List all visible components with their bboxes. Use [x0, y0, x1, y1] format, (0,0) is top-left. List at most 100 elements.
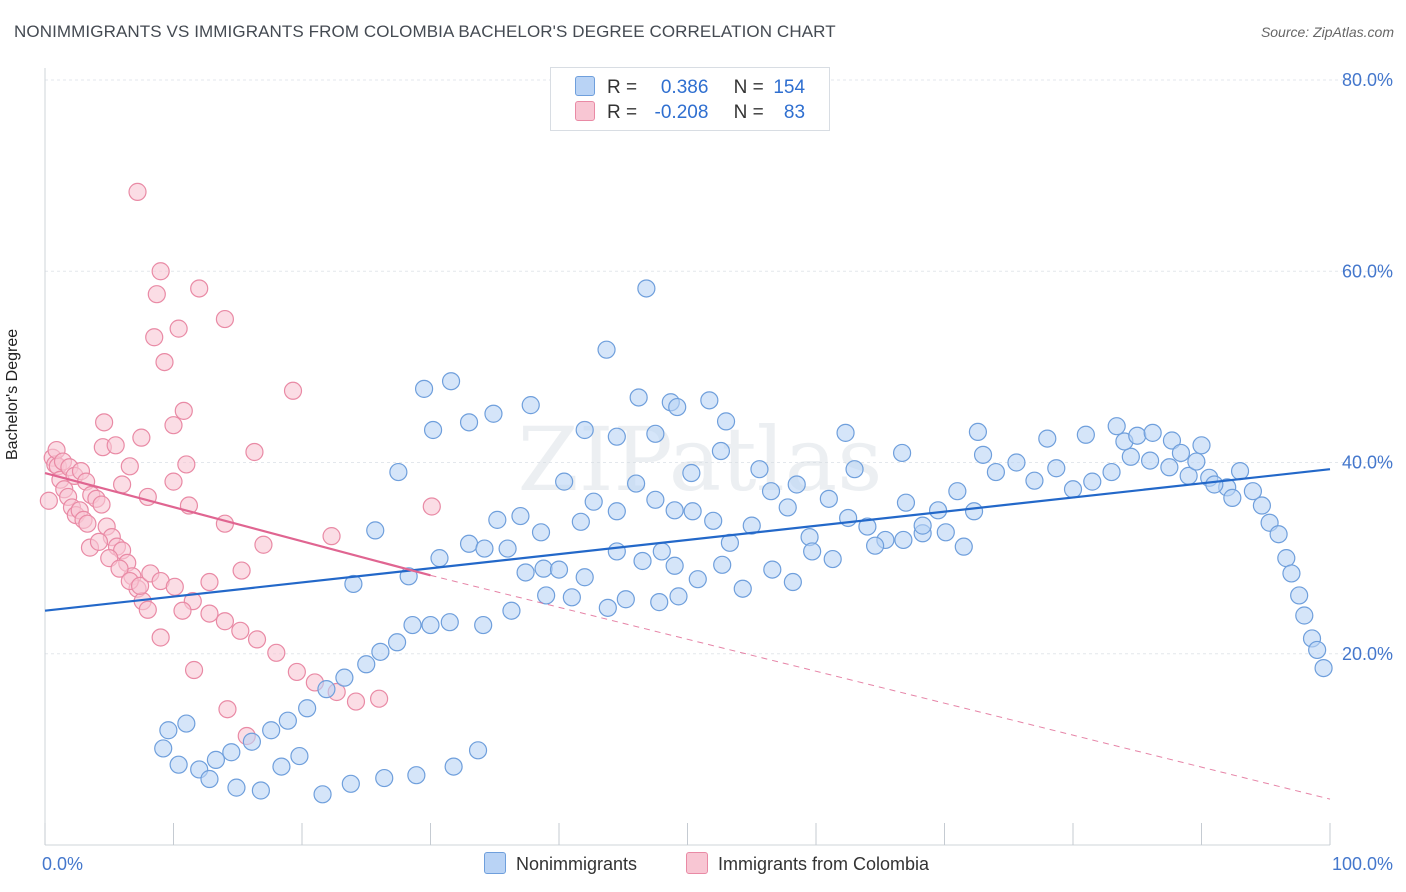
data-point-nonimmigrants: [549, 560, 569, 579]
data-point-nonimmigrants: [633, 551, 652, 571]
data-point-immigrants: [106, 436, 125, 455]
data-point-nonimmigrants: [1102, 462, 1121, 482]
data-point-nonimmigrants: [389, 462, 408, 482]
data-point-immigrants: [247, 630, 267, 649]
data-point-nonimmigrants: [444, 757, 463, 776]
source-label: Source: ZipAtlas.com: [1260, 24, 1394, 40]
data-point-nonimmigrants: [713, 555, 732, 574]
data-point-nonimmigrants: [1223, 488, 1242, 507]
data-point-immigrants: [215, 309, 234, 329]
legend-swatch-pink: [575, 101, 595, 121]
data-point-nonimmigrants: [683, 502, 702, 521]
data-point-nonimmigrants: [440, 613, 459, 632]
data-point-nonimmigrants: [1269, 525, 1288, 544]
y-tick-label: 40.0%: [1342, 453, 1393, 473]
data-point-nonimmigrants: [1187, 452, 1206, 471]
data-point-nonimmigrants: [668, 397, 687, 417]
data-point-immigrants: [174, 401, 193, 420]
data-point-nonimmigrants: [534, 559, 553, 578]
data-point-nonimmigrants: [1143, 423, 1162, 442]
trend-line-nonimmigrants: [44, 468, 1331, 612]
legend-r-label: R =: [607, 77, 638, 98]
trend-lines: [44, 468, 1331, 800]
data-point-nonimmigrants: [787, 475, 806, 494]
data-point-nonimmigrants: [1252, 496, 1271, 515]
chart-title: NONIMMIGRANTS VS IMMIGRANTS FROM COLOMBI…: [14, 22, 836, 41]
data-point-nonimmigrants: [665, 556, 684, 575]
data-point-nonimmigrants: [159, 721, 178, 740]
data-point-nonimmigrants: [646, 424, 665, 443]
data-point-nonimmigrants: [1160, 458, 1179, 477]
data-point-nonimmigrants: [206, 750, 226, 769]
data-point-immigrants: [231, 621, 250, 640]
data-point-nonimmigrants: [1063, 480, 1083, 499]
data-point-immigrants: [147, 285, 166, 304]
data-point-immigrants: [128, 182, 147, 201]
data-point-immigrants: [92, 495, 111, 514]
data-point-nonimmigrants: [1192, 436, 1211, 455]
data-point-nonimmigrants: [227, 778, 246, 797]
data-point-nonimmigrants: [366, 521, 385, 540]
data-point-nonimmigrants: [575, 568, 594, 587]
data-point-nonimmigrants: [298, 699, 317, 718]
data-point-nonimmigrants: [423, 420, 443, 440]
data-point-immigrants: [422, 497, 441, 516]
data-point-nonimmigrants: [537, 586, 556, 605]
data-point-nonimmigrants: [700, 391, 719, 410]
data-point-nonimmigrants: [313, 785, 332, 804]
data-point-nonimmigrants: [866, 536, 885, 555]
data-point-immigrants: [267, 643, 286, 662]
data-point-nonimmigrants: [637, 279, 656, 298]
data-point-immigrants: [169, 319, 188, 338]
data-point-immigrants: [283, 381, 303, 400]
data-point-nonimmigrants: [783, 572, 802, 592]
data-point-nonimmigrants: [778, 498, 797, 517]
y-tick-label: 80.0%: [1342, 70, 1393, 90]
data-point-immigrants: [165, 577, 184, 596]
data-point-nonimmigrants: [1162, 431, 1182, 450]
data-point-nonimmigrants: [484, 404, 503, 423]
data-point-nonimmigrants: [1314, 658, 1333, 678]
legend-n-value: 154: [773, 77, 806, 98]
data-point-immigrants: [132, 428, 151, 447]
data-point-immigrants: [184, 660, 204, 680]
data-point-nonimmigrants: [335, 668, 354, 687]
x-tick-label: 100.0%: [1332, 854, 1393, 874]
data-point-nonimmigrants: [1171, 443, 1191, 463]
data-point-nonimmigrants: [704, 511, 723, 530]
data-point-nonimmigrants: [607, 502, 626, 521]
data-point-nonimmigrants: [521, 396, 540, 415]
data-point-nonimmigrants: [488, 510, 507, 529]
data-point-nonimmigrants: [575, 420, 594, 440]
data-point-nonimmigrants: [964, 502, 984, 521]
data-point-nonimmigrants: [948, 482, 967, 501]
x-tick-label: 0.0%: [42, 854, 83, 874]
bottom-legend-immigrants: Immigrants from Colombia: [686, 852, 929, 875]
data-point-immigrants: [78, 514, 97, 533]
data-point-immigrants: [145, 328, 164, 347]
data-point-immigrants: [232, 561, 251, 580]
data-point-nonimmigrants: [936, 523, 955, 542]
data-point-nonimmigrants: [516, 563, 535, 582]
data-point-nonimmigrants: [474, 615, 493, 635]
data-point-nonimmigrants: [682, 463, 701, 483]
legend: R = 0.386 N = 154 R = -0.208 N = 83: [550, 67, 830, 131]
data-point-nonimmigrants: [344, 574, 363, 594]
data-point-nonimmigrants: [1140, 451, 1160, 470]
data-point-nonimmigrants: [357, 655, 376, 674]
data-point-immigrants: [112, 475, 132, 494]
data-point-immigrants: [89, 532, 109, 551]
data-point-nonimmigrants: [669, 587, 688, 606]
data-point-nonimmigrants: [1205, 475, 1224, 494]
trend-line-immigrants: [44, 471, 431, 577]
data-point-nonimmigrants: [1007, 453, 1026, 472]
data-point-nonimmigrants: [1290, 586, 1309, 605]
data-point-immigrants: [177, 455, 196, 474]
data-point-immigrants: [287, 662, 306, 682]
data-point-immigrants: [130, 576, 150, 595]
data-point-nonimmigrants: [711, 441, 731, 461]
data-point-nonimmigrants: [387, 633, 407, 652]
data-point-nonimmigrants: [652, 542, 671, 561]
data-point-immigrants: [110, 559, 129, 578]
